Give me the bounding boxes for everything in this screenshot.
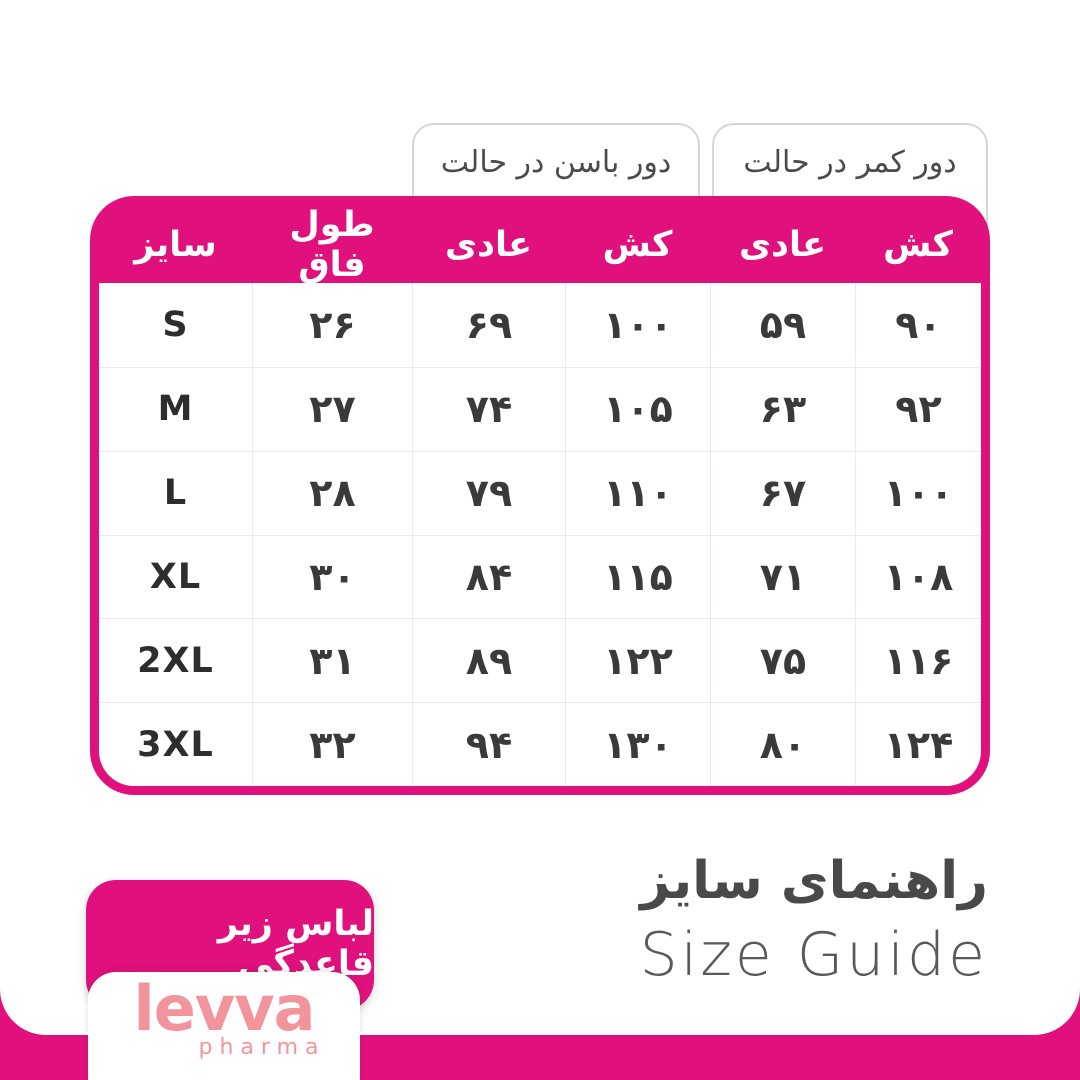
table-cell: S: [162, 304, 189, 345]
table-cell: ۸۴: [412, 534, 565, 619]
table-cell: ۱۳۰: [565, 702, 710, 786]
col-header-waist-normal: عادی: [738, 225, 827, 265]
brand-logo: levva: [133, 972, 316, 1045]
table-cell: ۹۰: [855, 283, 981, 367]
table-cell: ۳۰: [252, 534, 412, 619]
table-cell: ۶۷: [710, 450, 855, 535]
table-cell: ۶۹: [412, 283, 565, 367]
col-header-hip-stretch: کش: [602, 225, 673, 265]
col-header-rise: طول فاق: [289, 205, 375, 285]
table-body: S ۲۶ ۶۹ ۱۰۰ ۵۹ ۹۰ M ۲۷ ۷۴ ۱۰۵ ۶۳ ۹۲ L ۲۸…: [99, 283, 981, 786]
table-cell: XL: [99, 534, 252, 619]
table-cell: ۲۶: [252, 283, 412, 367]
table-cell: ۱۱۰: [565, 450, 710, 535]
table-cell: ۲۷: [252, 366, 412, 451]
table-cell: ۱۲۴: [855, 702, 981, 786]
table-cell: ۹۲: [855, 366, 981, 451]
brand-logo-subtitle: pharma: [198, 1034, 326, 1060]
col-header-hip-normal: عادی: [444, 225, 533, 265]
table-cell: 2XL: [99, 618, 252, 702]
table-cell: ۱۱۶: [855, 618, 981, 703]
table-cell: ۳۲: [252, 702, 412, 786]
waist-group-label: دور کمر در حالت: [743, 145, 957, 180]
page-title-farsi: راهنمای سایز: [640, 851, 988, 911]
size-table-inner: سایز طول فاق عادی کش عادی کش S ۲۶ ۶۹ ۱۰۰…: [99, 205, 981, 786]
table-cell: ۹۴: [412, 702, 565, 786]
table-cell: ۱۰۵: [565, 366, 710, 451]
table-cell: ۵۹: [710, 283, 855, 367]
table-cell: ۸۰: [710, 702, 855, 786]
table-cell: ۷۱: [710, 534, 855, 619]
table-cell: 3XL: [99, 702, 252, 786]
table-cell: ۱۰۰: [855, 450, 981, 535]
table-cell: ۱۰۰: [565, 283, 710, 367]
table-cell: L: [99, 450, 252, 535]
table-cell: ۳۱: [252, 618, 412, 703]
col-header-waist-stretch: کش: [883, 225, 953, 265]
page-title-english: Size Guide: [639, 919, 988, 990]
table-cell: ۱۰۸: [855, 534, 981, 619]
table-cell: ۱۱۵: [565, 534, 710, 619]
table-cell: ۷۵: [710, 618, 855, 703]
hip-group-label: دور باسن در حالت: [440, 145, 672, 180]
table-cell: ۷۹: [412, 450, 565, 535]
table-cell: ۱۲۲: [565, 618, 710, 703]
logo-card: levva pharma: [88, 972, 360, 1080]
table-cell: ۷۴: [412, 366, 565, 451]
table-cell: M: [99, 366, 252, 451]
title-block: راهنمای سایز Size Guide: [639, 851, 988, 990]
table-header-row: سایز طول فاق عادی کش عادی کش: [99, 205, 981, 285]
table-cell: ۶۳: [710, 366, 855, 451]
table-cell: ۸۹: [412, 618, 565, 703]
size-table: سایز طول فاق عادی کش عادی کش S ۲۶ ۶۹ ۱۰۰…: [90, 196, 990, 795]
table-cell: ۲۸: [252, 450, 412, 535]
col-header-size: سایز: [134, 225, 217, 265]
